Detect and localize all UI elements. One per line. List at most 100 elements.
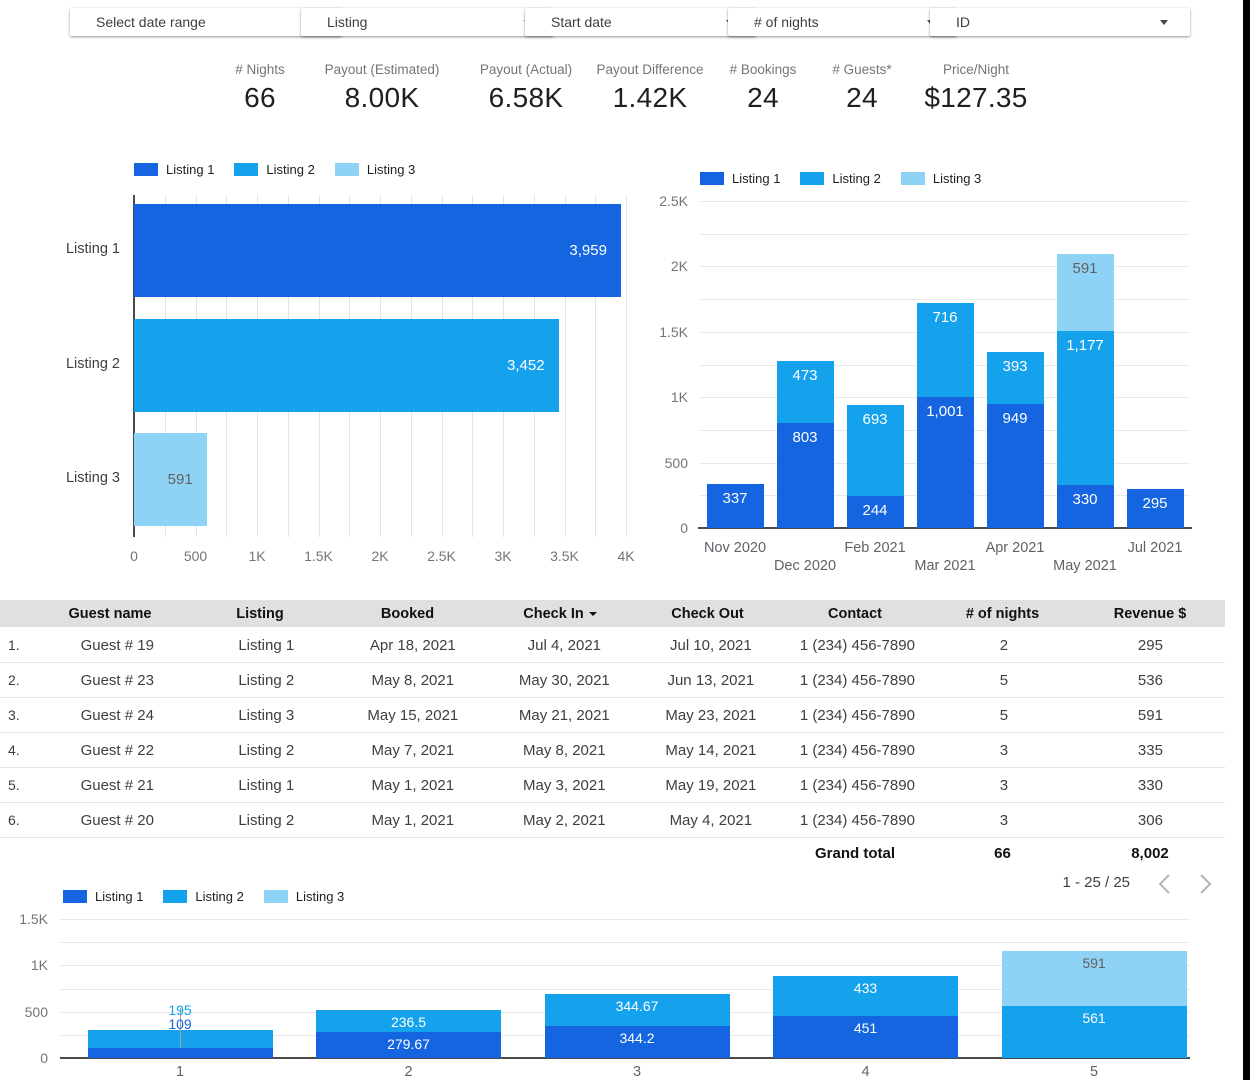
scorecard-value: 24 [747, 82, 779, 113]
pagination-next-button[interactable] [1198, 872, 1214, 901]
table-row: 4. Guest # 22 Listing 2 May 7, 2021 May 8, 2… [0, 733, 1225, 768]
legend-label: Listing 3 [932, 171, 982, 186]
bar-segment-listing-1[interactable] [846, 496, 904, 528]
bar-segment-listing-1[interactable] [316, 1032, 501, 1058]
column-header-revenue[interactable]: Revenue $ [1113, 605, 1187, 622]
bar-segment-listing-2[interactable] [776, 361, 834, 423]
filter-num-nights[interactable]: # of nights [728, 8, 957, 36]
grand-total-nights: 66 [994, 844, 1011, 862]
bar-segment-listing-1[interactable] [1126, 489, 1184, 528]
scorecard-label: Price/Night [942, 62, 1010, 77]
bar-segment-listing-1[interactable] [87, 1047, 273, 1058]
x-axis-category-label: 3 [632, 1064, 642, 1080]
x-axis-category-label: 1 [175, 1064, 185, 1080]
bar-segment-listing-2[interactable] [316, 1010, 501, 1033]
column-header-guest-name[interactable]: Guest name [68, 605, 152, 622]
bar-segment-listing-3[interactable] [1056, 253, 1114, 331]
pagination-prev-button[interactable] [1156, 872, 1172, 901]
cell-listing: Listing 2 [238, 741, 295, 759]
bar-segment-listing-2[interactable] [846, 405, 904, 497]
bar-value-label: 1,177 [1066, 336, 1104, 354]
bar-listing-2[interactable] [134, 318, 559, 412]
bar-segment-listing-2[interactable] [916, 303, 974, 398]
cell-booked: Apr 18, 2021 [369, 636, 456, 654]
cell-guest-name: Guest # 19 [80, 636, 154, 654]
bar-segment-listing-1[interactable] [986, 403, 1044, 528]
cell-nights: 3 [999, 811, 1009, 829]
x-axis-tick-label: 1K [248, 548, 266, 564]
bar-segment-listing-2[interactable] [1001, 1006, 1187, 1058]
scorecard-value: 66 [244, 82, 276, 113]
bar-listing-1[interactable] [134, 204, 621, 297]
bar-value-label: 279.67 [387, 1036, 430, 1053]
legend-item: Listing 3 [900, 171, 982, 186]
gridline [595, 195, 597, 537]
cell-listing: Listing 2 [238, 671, 295, 689]
column-header-booked[interactable]: Booked [380, 605, 435, 622]
column-header-contact[interactable]: Contact [828, 605, 882, 622]
scorecard-label: Payout Difference [596, 62, 704, 77]
cell-row-number: 4. [8, 742, 20, 758]
filter-id[interactable]: ID [930, 8, 1190, 36]
bar-segment-listing-1[interactable] [773, 1016, 958, 1058]
x-axis-category-label: Jul 2021 [1127, 540, 1183, 556]
cell-booked: May 8, 2021 [371, 671, 455, 689]
legend-label: Listing 3 [366, 162, 416, 177]
legend-swatch-icon [134, 163, 158, 176]
filter-listing[interactable]: Listing [301, 8, 554, 36]
legend-swatch-icon [63, 890, 87, 903]
bar-segment-listing-2[interactable] [773, 976, 958, 1017]
cell-contact: 1 (234) 456-7890 [799, 706, 915, 724]
cell-contact: 1 (234) 456-7890 [799, 741, 915, 759]
bar-segment-listing-1[interactable] [916, 397, 974, 528]
column-header-check-in[interactable]: Check In [485, 606, 635, 622]
column-header-nights[interactable]: # of nights [965, 605, 1040, 622]
scorecard-value: 24 [846, 82, 878, 113]
scorecard-label: # Bookings [729, 62, 797, 77]
cell-check-in: May 30, 2021 [518, 671, 610, 689]
bar-value-label: 109 [168, 1016, 192, 1032]
legend-label: Listing 1 [95, 889, 144, 904]
bar-value-label: 295 [1142, 495, 1168, 513]
bar-segment-listing-1[interactable] [544, 1026, 730, 1058]
cell-check-in: May 8, 2021 [523, 741, 606, 759]
gridline [60, 965, 1190, 967]
column-header-check-out[interactable]: Check Out [671, 605, 744, 622]
legend-swatch-icon [263, 890, 288, 903]
column-header-listing[interactable]: Listing [236, 605, 284, 622]
cell-listing: Listing 1 [238, 636, 295, 654]
x-axis-category-label: 2 [404, 1064, 413, 1080]
filter-start-date[interactable]: Start date [525, 8, 756, 36]
y-axis-tick-label: 500 [24, 1003, 48, 1020]
bar-value-label: 337 [722, 489, 748, 507]
bar-segment-listing-1[interactable] [1056, 484, 1114, 528]
bar-listing-3[interactable] [134, 433, 207, 527]
cell-booked: May 15, 2021 [367, 706, 459, 724]
x-axis-tick-label: 1.5K [304, 548, 333, 564]
bar-segment-listing-2[interactable] [1056, 330, 1114, 485]
pagination-range: 1 - 25 / 25 [1062, 874, 1130, 891]
bar-segment-listing-1[interactable] [776, 422, 834, 528]
x-axis-tick-label: 2.5K [427, 548, 456, 564]
cell-revenue: 306 [1137, 811, 1163, 829]
cell-contact: 1 (234) 456-7890 [799, 776, 915, 794]
table-grand-total-row: Grand total 66 8,002 [0, 838, 1225, 868]
bar-segment-listing-2[interactable] [986, 352, 1044, 404]
sort-desc-icon [588, 611, 597, 616]
legend-item: Listing 1 [63, 889, 143, 904]
cell-row-number: 3. [8, 707, 20, 723]
bar-segment-listing-1[interactable] [706, 483, 764, 528]
legend-swatch-icon [700, 172, 724, 185]
bar-segment-listing-3[interactable] [1001, 951, 1187, 1006]
cell-listing: Listing 3 [238, 706, 295, 724]
legend-label: Listing 2 [195, 889, 244, 904]
y-axis-tick-label: 0 [40, 1050, 48, 1066]
bar-value-label: 1,001 [926, 403, 964, 421]
cell-row-number: 2. [8, 672, 20, 688]
cell-revenue: 335 [1137, 741, 1163, 759]
filter-date-range[interactable]: Select date range [70, 8, 342, 36]
bar-value-label: 344.2 [619, 1030, 655, 1047]
legend-swatch-icon [163, 890, 188, 903]
bar-segment-listing-2[interactable] [544, 994, 730, 1027]
